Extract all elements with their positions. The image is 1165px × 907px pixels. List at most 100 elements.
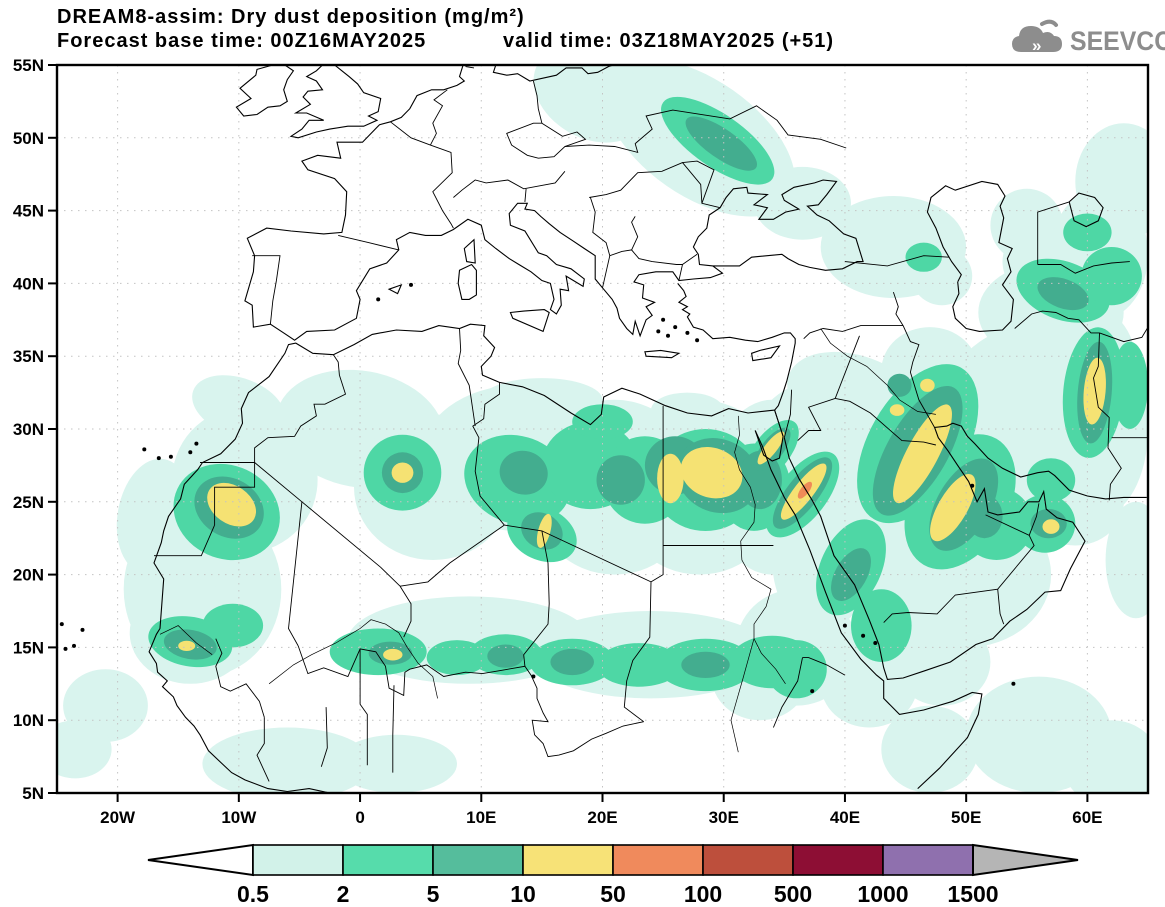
- country-border: [338, 234, 399, 251]
- country-border: [564, 105, 847, 154]
- lon-tick-label: 10W: [221, 808, 257, 827]
- country-border: [602, 255, 611, 288]
- country-border: [400, 524, 505, 587]
- country-border: [390, 121, 454, 229]
- colorbar-tick-label: 5: [427, 881, 440, 907]
- river-line: [159, 625, 213, 655]
- small-island-dot: [376, 297, 381, 302]
- country-border: [320, 707, 328, 767]
- page-title: DREAM8-assim: Dry dust deposition (mg/m²…: [57, 6, 525, 28]
- small-island-dot: [666, 333, 670, 338]
- small-island-dot: [63, 646, 68, 651]
- island-outline: [463, 238, 476, 264]
- country-border: [834, 335, 860, 399]
- country-border: [457, 328, 476, 427]
- lat-tick-label: 10N: [13, 711, 44, 730]
- country-border: [1014, 310, 1100, 334]
- forecast-base-time-label: Forecast base time: 00Z16MAY2025: [57, 30, 427, 52]
- small-island-dot: [661, 317, 666, 322]
- river-line: [730, 638, 755, 753]
- small-island-dot: [194, 441, 199, 446]
- coastline: [1068, 192, 1104, 228]
- cloud-chevrons-icon: »: [1012, 19, 1062, 55]
- country-border: [1099, 326, 1148, 343]
- colorbar-legend: 0.5 2 5 10 50 100 500 1000 1500: [147, 843, 1079, 907]
- country-border: [835, 397, 937, 446]
- lat-tick-label: 30N: [13, 420, 44, 439]
- lat-tick-label: 20N: [13, 566, 44, 585]
- graticule: [57, 65, 1148, 793]
- small-island-dot: [970, 483, 975, 488]
- country-border: [429, 89, 448, 146]
- lat-tick-label: 5N: [22, 784, 44, 803]
- colorbar-over-arrow: [972, 843, 1079, 877]
- axis-labels: 55N 50N 45N 40N 35N 30N 25N 20N 15N 10N 5N 20W 10W 0 1…: [13, 56, 1103, 827]
- lon-tick-label: 20W: [100, 808, 136, 827]
- colorbar-segment: [522, 844, 614, 876]
- small-island-dot: [80, 627, 85, 632]
- lat-tick-label: 35N: [13, 347, 44, 366]
- coastline: [926, 180, 1014, 332]
- lon-tick-label: 20E: [587, 808, 617, 827]
- country-border: [1093, 332, 1122, 501]
- lon-tick-label: 30E: [709, 808, 739, 827]
- country-border: [892, 291, 904, 326]
- small-island-dot: [842, 623, 847, 628]
- colorbar-tick-label: 1500: [947, 881, 998, 907]
- lon-tick-label: 50E: [951, 808, 981, 827]
- country-border: [844, 255, 950, 267]
- country-border: [288, 501, 303, 647]
- country-border: [453, 171, 566, 198]
- colorbar-segment: [342, 844, 434, 876]
- seevccc-logo: » SEEVCCC: [1008, 18, 1165, 60]
- country-border: [252, 255, 281, 325]
- country-border: [524, 188, 527, 202]
- country-border: [254, 462, 401, 587]
- small-island-dot: [695, 338, 700, 343]
- country-border: [783, 389, 793, 438]
- svg-text:»: »: [1032, 36, 1041, 55]
- country-border: [472, 382, 505, 526]
- basemap-layer: [59, 65, 1148, 793]
- river-line: [820, 328, 936, 415]
- island-outline: [750, 345, 781, 362]
- country-border: [214, 462, 256, 526]
- small-island-dot: [673, 325, 678, 330]
- country-border: [589, 197, 684, 281]
- coastline: [148, 283, 796, 793]
- colorbar-tick-label: 1000: [857, 881, 908, 907]
- country-border: [154, 524, 216, 557]
- country-border: [1028, 503, 1040, 536]
- colorbar-tick-label: 500: [774, 881, 812, 907]
- country-border: [589, 162, 721, 209]
- small-island-dot: [531, 674, 536, 679]
- colorbar-tick-label: 2: [337, 881, 350, 907]
- country-border: [802, 657, 846, 676]
- lat-tick-label: 25N: [13, 493, 44, 512]
- island-outline: [644, 349, 681, 359]
- island-outline: [387, 283, 403, 295]
- small-island-dot: [168, 454, 173, 459]
- small-island-dot: [810, 689, 815, 694]
- small-island-dot: [142, 447, 147, 452]
- small-island-dot: [861, 633, 866, 638]
- colorbar-segment: [882, 844, 974, 876]
- country-border: [797, 397, 836, 441]
- colorbar-segment: [792, 844, 884, 876]
- coastline: [235, 65, 295, 117]
- colorbar-tick-label: 50: [600, 881, 626, 907]
- small-island-dot: [1011, 681, 1016, 686]
- country-border: [359, 648, 368, 766]
- coastline: [244, 65, 864, 341]
- country-border: [465, 66, 475, 69]
- colorbar-under-arrow: [147, 843, 254, 877]
- dust-shading-layer: [57, 65, 1148, 793]
- river-line: [734, 415, 786, 684]
- small-island-dot: [156, 456, 161, 461]
- country-border: [399, 585, 412, 638]
- colorbar-tick-label: 100: [684, 881, 722, 907]
- colorbar-segment: [612, 844, 704, 876]
- lon-tick-label: 60E: [1072, 808, 1102, 827]
